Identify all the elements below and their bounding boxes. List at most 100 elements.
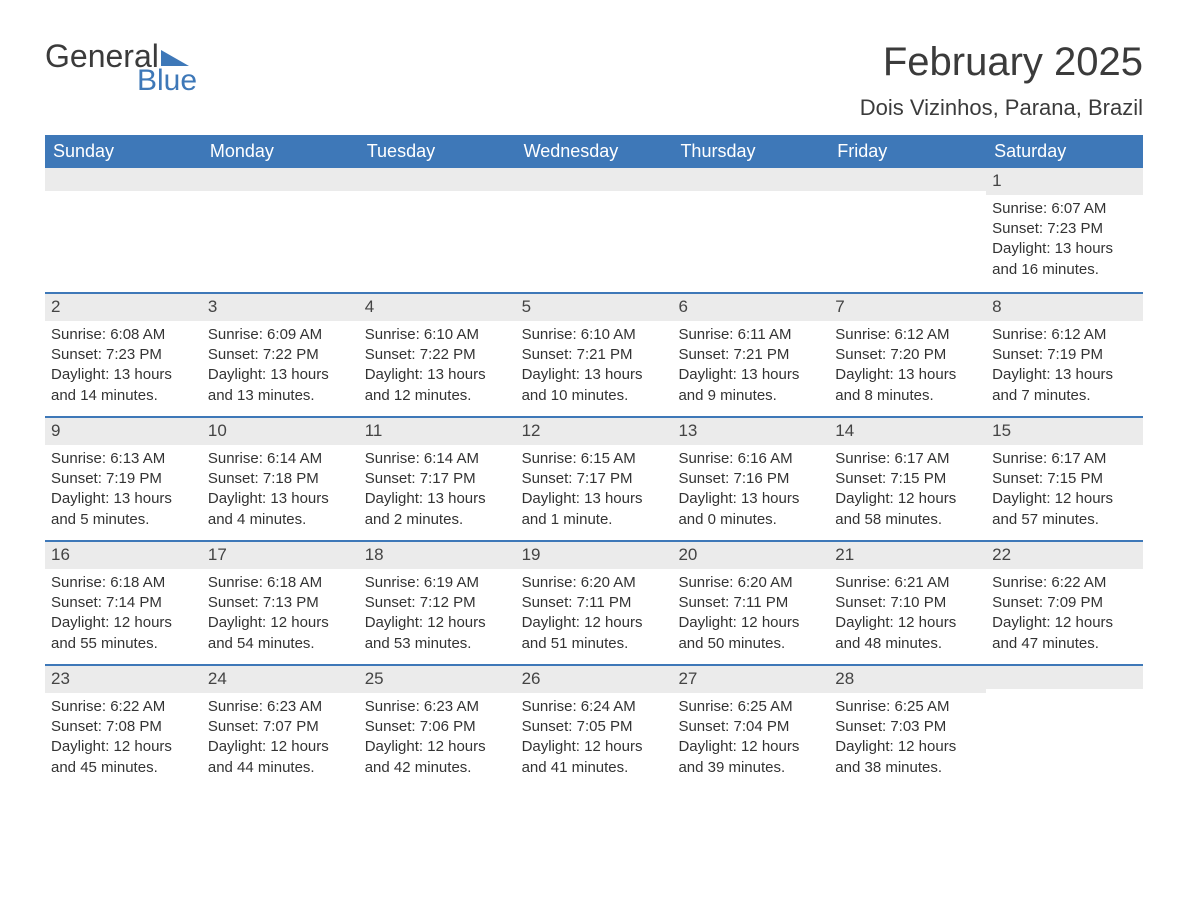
- sunrise-line: Sunrise: 6:20 AM: [678, 573, 823, 593]
- empty-cell: [359, 168, 516, 292]
- day-cell: 14Sunrise: 6:17 AMSunset: 7:15 PMDayligh…: [829, 418, 986, 540]
- daylight-line-1: Daylight: 12 hours: [365, 613, 510, 633]
- day-cell: 9Sunrise: 6:13 AMSunset: 7:19 PMDaylight…: [45, 418, 202, 540]
- day-number: 22: [986, 542, 1143, 569]
- day-number: 18: [359, 542, 516, 569]
- daylight-line-2: and 2 minutes.: [365, 510, 510, 530]
- location-subtitle: Dois Vizinhos, Parana, Brazil: [860, 95, 1143, 121]
- brand-logo: General Blue: [45, 40, 197, 96]
- daylight-line-2: and 16 minutes.: [992, 260, 1137, 280]
- day-header-wednesday: Wednesday: [516, 135, 673, 168]
- sunset-line: Sunset: 7:21 PM: [678, 345, 823, 365]
- day-cell: 17Sunrise: 6:18 AMSunset: 7:13 PMDayligh…: [202, 542, 359, 664]
- week-row: 16Sunrise: 6:18 AMSunset: 7:14 PMDayligh…: [45, 540, 1143, 664]
- calendar: SundayMondayTuesdayWednesdayThursdayFrid…: [45, 135, 1143, 788]
- daylight-line-1: Daylight: 12 hours: [51, 737, 196, 757]
- day-number: [45, 168, 202, 191]
- daylight-line-1: Daylight: 12 hours: [835, 489, 980, 509]
- daylight-line-2: and 7 minutes.: [992, 386, 1137, 406]
- sunrise-line: Sunrise: 6:18 AM: [208, 573, 353, 593]
- day-number: 24: [202, 666, 359, 693]
- daylight-line-2: and 4 minutes.: [208, 510, 353, 530]
- day-cell: 21Sunrise: 6:21 AMSunset: 7:10 PMDayligh…: [829, 542, 986, 664]
- daylight-line-1: Daylight: 13 hours: [992, 365, 1137, 385]
- day-number: 28: [829, 666, 986, 693]
- sunset-line: Sunset: 7:12 PM: [365, 593, 510, 613]
- week-row: 1Sunrise: 6:07 AMSunset: 7:23 PMDaylight…: [45, 168, 1143, 292]
- daylight-line-2: and 10 minutes.: [522, 386, 667, 406]
- day-number: [202, 168, 359, 191]
- day-number: 5: [516, 294, 673, 321]
- sunrise-line: Sunrise: 6:23 AM: [208, 697, 353, 717]
- sunrise-line: Sunrise: 6:18 AM: [51, 573, 196, 593]
- day-cell: 25Sunrise: 6:23 AMSunset: 7:06 PMDayligh…: [359, 666, 516, 788]
- sunrise-line: Sunrise: 6:23 AM: [365, 697, 510, 717]
- daylight-line-1: Daylight: 12 hours: [835, 737, 980, 757]
- day-number: 20: [672, 542, 829, 569]
- day-number: 7: [829, 294, 986, 321]
- empty-cell: [516, 168, 673, 292]
- daylight-line-1: Daylight: 12 hours: [992, 613, 1137, 633]
- daylight-line-2: and 54 minutes.: [208, 634, 353, 654]
- day-cell: 24Sunrise: 6:23 AMSunset: 7:07 PMDayligh…: [202, 666, 359, 788]
- daylight-line-2: and 44 minutes.: [208, 758, 353, 778]
- day-header-monday: Monday: [202, 135, 359, 168]
- daylight-line-1: Daylight: 12 hours: [678, 737, 823, 757]
- day-cell: 2Sunrise: 6:08 AMSunset: 7:23 PMDaylight…: [45, 294, 202, 416]
- day-cell: 23Sunrise: 6:22 AMSunset: 7:08 PMDayligh…: [45, 666, 202, 788]
- sunset-line: Sunset: 7:19 PM: [51, 469, 196, 489]
- daylight-line-2: and 50 minutes.: [678, 634, 823, 654]
- daylight-line-2: and 45 minutes.: [51, 758, 196, 778]
- sunset-line: Sunset: 7:09 PM: [992, 593, 1137, 613]
- day-header-saturday: Saturday: [986, 135, 1143, 168]
- week-row: 23Sunrise: 6:22 AMSunset: 7:08 PMDayligh…: [45, 664, 1143, 788]
- sunrise-line: Sunrise: 6:25 AM: [835, 697, 980, 717]
- day-number: 21: [829, 542, 986, 569]
- sunset-line: Sunset: 7:23 PM: [992, 219, 1137, 239]
- day-cell: 13Sunrise: 6:16 AMSunset: 7:16 PMDayligh…: [672, 418, 829, 540]
- daylight-line-2: and 51 minutes.: [522, 634, 667, 654]
- sunrise-line: Sunrise: 6:15 AM: [522, 449, 667, 469]
- daylight-line-2: and 14 minutes.: [51, 386, 196, 406]
- day-cell: 1Sunrise: 6:07 AMSunset: 7:23 PMDaylight…: [986, 168, 1143, 292]
- sunrise-line: Sunrise: 6:20 AM: [522, 573, 667, 593]
- daylight-line-1: Daylight: 13 hours: [208, 489, 353, 509]
- day-header-sunday: Sunday: [45, 135, 202, 168]
- daylight-line-1: Daylight: 13 hours: [208, 365, 353, 385]
- sunset-line: Sunset: 7:06 PM: [365, 717, 510, 737]
- sunset-line: Sunset: 7:08 PM: [51, 717, 196, 737]
- page-header: General Blue February 2025 Dois Vizinhos…: [45, 40, 1143, 121]
- day-number: [672, 168, 829, 191]
- day-cell: 12Sunrise: 6:15 AMSunset: 7:17 PMDayligh…: [516, 418, 673, 540]
- daylight-line-1: Daylight: 12 hours: [678, 613, 823, 633]
- daylight-line-1: Daylight: 13 hours: [365, 365, 510, 385]
- sunset-line: Sunset: 7:22 PM: [208, 345, 353, 365]
- daylight-line-1: Daylight: 13 hours: [51, 365, 196, 385]
- day-cell: 10Sunrise: 6:14 AMSunset: 7:18 PMDayligh…: [202, 418, 359, 540]
- day-number: 9: [45, 418, 202, 445]
- day-cell: 27Sunrise: 6:25 AMSunset: 7:04 PMDayligh…: [672, 666, 829, 788]
- day-cell: 4Sunrise: 6:10 AMSunset: 7:22 PMDaylight…: [359, 294, 516, 416]
- daylight-line-2: and 58 minutes.: [835, 510, 980, 530]
- daylight-line-1: Daylight: 12 hours: [365, 737, 510, 757]
- daylight-line-2: and 53 minutes.: [365, 634, 510, 654]
- daylight-line-1: Daylight: 13 hours: [365, 489, 510, 509]
- day-cell: 20Sunrise: 6:20 AMSunset: 7:11 PMDayligh…: [672, 542, 829, 664]
- day-number: 27: [672, 666, 829, 693]
- sunrise-line: Sunrise: 6:22 AM: [51, 697, 196, 717]
- sunrise-line: Sunrise: 6:17 AM: [992, 449, 1137, 469]
- weeks-container: 1Sunrise: 6:07 AMSunset: 7:23 PMDaylight…: [45, 168, 1143, 788]
- day-cell: 26Sunrise: 6:24 AMSunset: 7:05 PMDayligh…: [516, 666, 673, 788]
- sunrise-line: Sunrise: 6:16 AM: [678, 449, 823, 469]
- day-cell: 18Sunrise: 6:19 AMSunset: 7:12 PMDayligh…: [359, 542, 516, 664]
- empty-cell: [672, 168, 829, 292]
- daylight-line-2: and 0 minutes.: [678, 510, 823, 530]
- sunrise-line: Sunrise: 6:10 AM: [522, 325, 667, 345]
- day-cell: 28Sunrise: 6:25 AMSunset: 7:03 PMDayligh…: [829, 666, 986, 788]
- sunrise-line: Sunrise: 6:17 AM: [835, 449, 980, 469]
- daylight-line-2: and 1 minute.: [522, 510, 667, 530]
- sunrise-line: Sunrise: 6:22 AM: [992, 573, 1137, 593]
- daylight-line-1: Daylight: 13 hours: [835, 365, 980, 385]
- sunset-line: Sunset: 7:20 PM: [835, 345, 980, 365]
- day-cell: 5Sunrise: 6:10 AMSunset: 7:21 PMDaylight…: [516, 294, 673, 416]
